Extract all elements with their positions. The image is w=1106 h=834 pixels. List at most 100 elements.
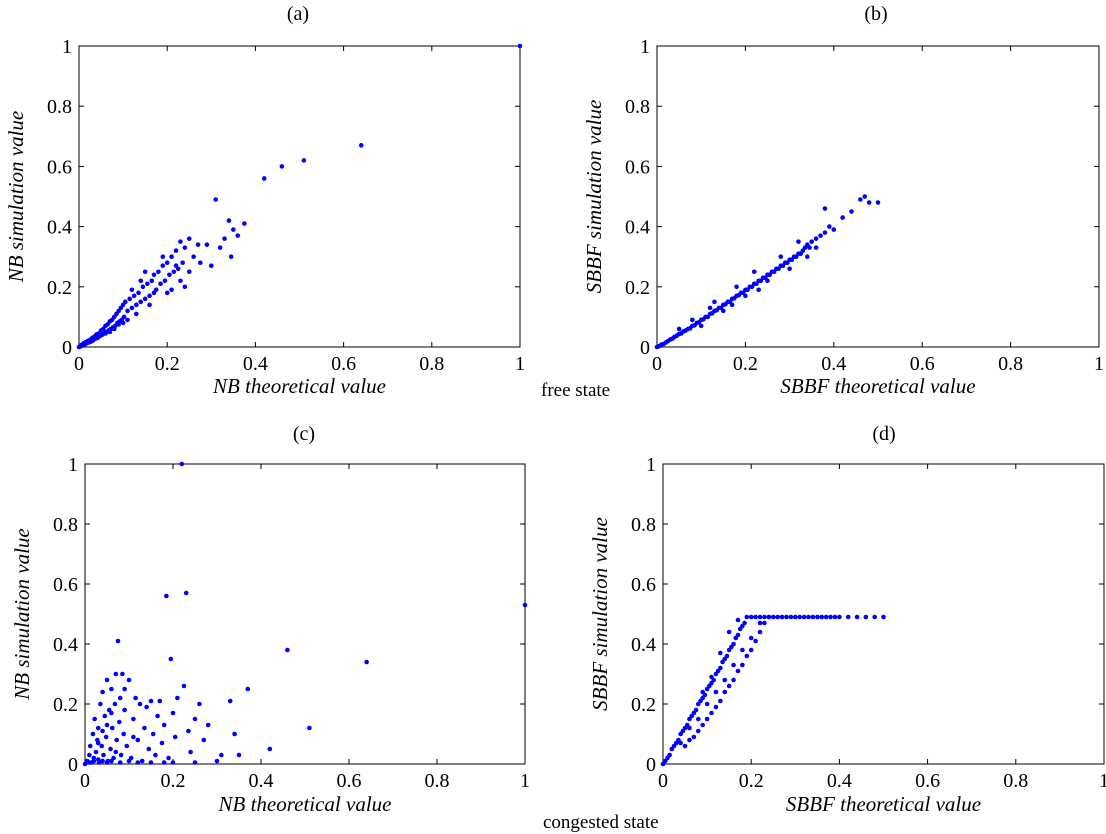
panel-c-data-point (146, 746, 152, 752)
panel-c-data-point (118, 752, 124, 758)
panel-b-data-point (676, 326, 682, 332)
panel-c-data-point (142, 725, 147, 731)
panel-a-ytick-label: 0.6 (47, 156, 72, 178)
panel-c-data-point (104, 760, 110, 765)
panel-d-data-point (744, 614, 750, 620)
panel-a-data-point (261, 176, 267, 181)
panel-d-data-point (722, 689, 728, 695)
panel-c-data-point (108, 746, 113, 752)
panel-c-xtick-label: 0.4 (249, 770, 274, 792)
panel-a-data-point (145, 281, 150, 287)
panel-a-xtick-label: 0.4 (243, 353, 268, 375)
panel-a-data-point (213, 197, 219, 202)
panel-b-ytick-label: 0.6 (625, 156, 650, 178)
panel-d-data-point (713, 704, 719, 710)
panel-d-xtick-label: 0 (658, 770, 668, 792)
panel-a-axes-box (78, 45, 521, 348)
panel-d-tag: (d) (872, 423, 895, 445)
panel-d-ytick-label: 1 (646, 454, 656, 476)
panel-d-data-point (731, 641, 736, 647)
panel-c-data-point (100, 689, 105, 695)
panel-d-data-point (695, 716, 701, 722)
panel-b-data-point (698, 323, 704, 329)
panel-b-data-point (827, 224, 832, 229)
panel-b-ytick-label: 0.4 (625, 217, 650, 239)
panel-d-data-point (793, 614, 798, 620)
panel-b-data-point (756, 287, 761, 293)
panel-d-data-point (832, 614, 838, 620)
panel-c-data-point (137, 701, 143, 707)
panel-d-data-point (735, 632, 741, 638)
panel-c-xtick-label: 0.2 (161, 770, 186, 792)
panel-c-data-point (153, 752, 158, 758)
panel-a-tag: (a) (287, 3, 309, 25)
panel-d-data-point (691, 734, 697, 740)
panel-b-ytick-label: 0.8 (625, 96, 650, 118)
panel-b-data-point (751, 269, 757, 275)
panel-a-data-point (160, 263, 166, 269)
panel-b-data-point (796, 239, 801, 244)
panel-a-data-point (160, 254, 166, 259)
panel-c-data-point (95, 725, 101, 731)
panel-b-data-point (721, 308, 726, 314)
panel-b-data-point (765, 278, 770, 284)
panel-a-data-point (129, 305, 135, 311)
panel-d-data-point (823, 614, 829, 620)
panel-a-data-point (209, 263, 214, 269)
panel-d-data-point (810, 614, 816, 620)
panel-a-data-point (169, 254, 174, 259)
panel-b-data-point (809, 239, 814, 244)
panel-d-ytick-label: 0.4 (631, 634, 656, 656)
panel-b-data-point (707, 305, 713, 311)
panel-a-data-point (147, 293, 152, 299)
panel-d-data-point (726, 683, 732, 689)
panel-c-data-point (161, 722, 167, 728)
panel-d-xtick-label: 0.8 (1003, 770, 1028, 792)
panel-a-data-point (147, 302, 152, 308)
panel-a-data-point (279, 164, 285, 169)
panel-d-xtick-label: 0.2 (739, 770, 764, 792)
panel-a-data-point (151, 272, 157, 278)
panel-c-data-point (87, 752, 92, 758)
panel-c-data-point (172, 734, 178, 740)
panel-c-data-point (135, 737, 141, 743)
panel-b-data-point (813, 236, 819, 241)
panel-c-data-point (157, 698, 163, 704)
congested-state-label: congested state (543, 812, 659, 833)
panel-c-data-point (150, 731, 156, 737)
panel-b-data-point (866, 200, 872, 205)
panel-d-data-point (700, 689, 705, 695)
panel-a-data-point (167, 272, 172, 278)
panel-c-data-point (117, 719, 122, 725)
panel-c-data-point (99, 743, 105, 749)
panel-d-data-point (775, 614, 780, 620)
panel-a-data-point (171, 269, 177, 275)
panel-b-xtick-label: 0.4 (821, 353, 846, 375)
panel-d-data-point (837, 614, 842, 620)
panel-d-ytick-label: 0.6 (631, 574, 656, 596)
panel-a-data-point (222, 236, 227, 241)
panel-d-data-point (718, 650, 723, 656)
panel-b-data-point (840, 215, 845, 220)
panel-c-ytick-label: 0.8 (53, 514, 78, 536)
panel-b-xtick-label: 1 (1094, 353, 1104, 375)
panel-d-data-point (724, 653, 730, 659)
panel-c-data-point (109, 710, 114, 716)
panel-c-data-point (100, 758, 105, 764)
panel-b-data-point (858, 197, 863, 202)
panel-c-data-point (148, 698, 154, 704)
panel-d-ytick-label: 0.8 (631, 514, 656, 536)
panel-d-xtick-label: 1 (1099, 770, 1106, 792)
panel-c-data-point (205, 722, 211, 728)
panel-d-data-point (770, 614, 776, 620)
panel-c-xtick-label: 0.8 (425, 770, 450, 792)
panel-a-xtick-label: 0.8 (419, 353, 444, 375)
panel-a-data-point (129, 287, 135, 293)
panel-c-data-point (121, 731, 127, 737)
panel-a-xtick-label: 0.2 (155, 353, 180, 375)
panel-a-data-point (358, 143, 364, 148)
panel-b-data-point (831, 227, 837, 232)
panel-d-data-point (881, 614, 886, 620)
panel-a-ytick-label: 0.4 (47, 217, 72, 239)
